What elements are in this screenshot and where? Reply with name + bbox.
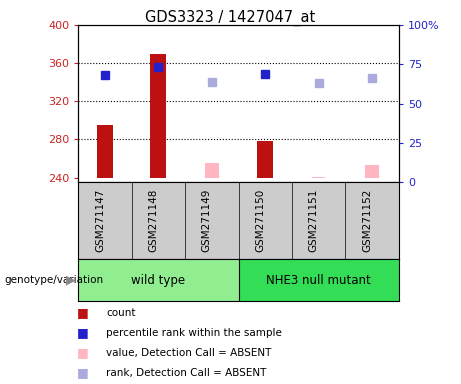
Text: ■: ■ xyxy=(77,306,89,319)
Text: value, Detection Call = ABSENT: value, Detection Call = ABSENT xyxy=(106,348,272,358)
Bar xyxy=(205,163,219,178)
Text: genotype/variation: genotype/variation xyxy=(5,275,104,285)
Text: percentile rank within the sample: percentile rank within the sample xyxy=(106,328,282,338)
Text: ■: ■ xyxy=(77,346,89,359)
Text: wild type: wild type xyxy=(131,274,185,287)
Bar xyxy=(97,125,113,178)
Text: ■: ■ xyxy=(77,326,89,339)
Text: count: count xyxy=(106,308,136,318)
Text: GDS3323 / 1427047_at: GDS3323 / 1427047_at xyxy=(145,10,316,26)
Text: ■: ■ xyxy=(77,366,89,379)
Bar xyxy=(257,141,273,178)
Bar xyxy=(78,259,239,301)
Text: GSM271152: GSM271152 xyxy=(362,189,372,253)
Text: GSM271149: GSM271149 xyxy=(202,189,212,253)
Text: GSM271151: GSM271151 xyxy=(309,189,319,253)
Text: NHE3 null mutant: NHE3 null mutant xyxy=(266,274,371,287)
Bar xyxy=(150,54,166,178)
Text: GSM271147: GSM271147 xyxy=(95,189,105,253)
Text: GSM271148: GSM271148 xyxy=(148,189,159,253)
Text: GSM271150: GSM271150 xyxy=(255,189,265,252)
Text: rank, Detection Call = ABSENT: rank, Detection Call = ABSENT xyxy=(106,368,266,378)
Bar xyxy=(365,165,379,178)
Bar xyxy=(312,177,325,178)
Bar xyxy=(239,259,399,301)
Text: ▶: ▶ xyxy=(66,274,76,287)
